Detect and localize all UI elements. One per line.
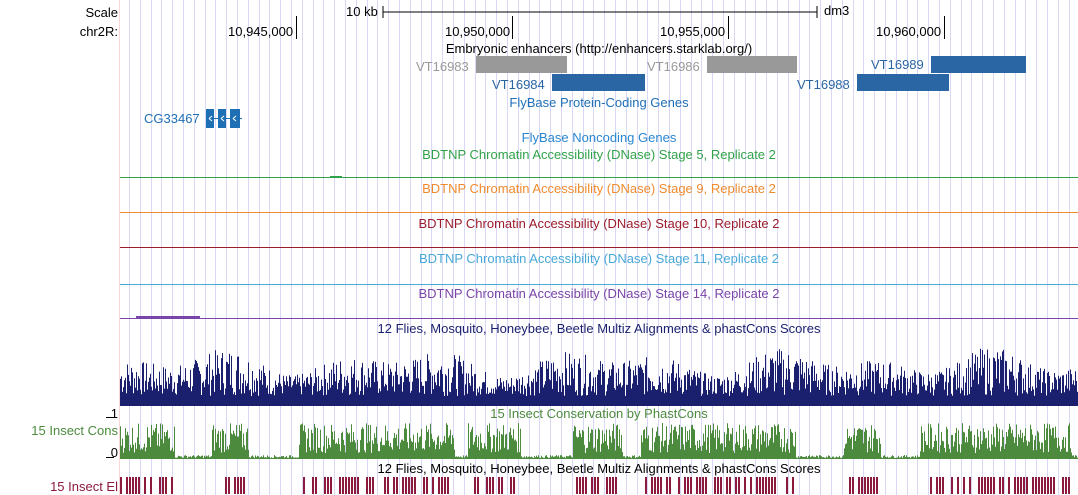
dnase-stage14-title[interactable]: BDTNP Chromatin Accessibility (DNase) St… xyxy=(418,286,780,301)
enhancer-label-vt16983[interactable]: VT16983 xyxy=(416,59,469,74)
gene-model-cg33467[interactable] xyxy=(206,109,242,128)
assembly-label: dm3 xyxy=(824,3,850,18)
dnase-stage10-title[interactable]: BDTNP Chromatin Accessibility (DNase) St… xyxy=(418,216,780,231)
multiz-track-title[interactable]: 12 Flies, Mosquito, Honeybee, Beetle Mul… xyxy=(377,321,821,336)
ruler-tick xyxy=(728,16,729,39)
enhancer-feature-vt16983[interactable] xyxy=(476,56,567,73)
dnase-stage9-title[interactable]: BDTNP Chromatin Accessibility (DNase) St… xyxy=(422,181,776,196)
conserved-elements-track[interactable] xyxy=(120,477,1078,494)
cons15-ymax-label: 1 xyxy=(110,406,118,421)
dnase-stage9-signal[interactable] xyxy=(120,212,1078,213)
ruler-tick xyxy=(512,16,513,39)
cons15-ymax-tick xyxy=(106,417,114,418)
dnase-stage11-title[interactable]: BDTNP Chromatin Accessibility (DNase) St… xyxy=(418,251,780,266)
multiz-conservation-wiggle[interactable] xyxy=(120,338,1078,406)
dnase-stage5-signal[interactable] xyxy=(120,177,1078,178)
cons15-track-title[interactable]: 15 Insect Conservation by PhastCons xyxy=(490,406,708,421)
scale-bar-label: 10 kb xyxy=(346,4,378,19)
enhancer-label-vt16986[interactable]: VT16986 xyxy=(647,59,700,74)
dnase-stage14-peak xyxy=(136,316,200,318)
protein-coding-track-title[interactable]: FlyBase Protein-Coding Genes xyxy=(509,95,689,110)
ruler-position-4: 10,960,000 xyxy=(876,24,942,39)
gene-label-cg33467[interactable]: CG33467 xyxy=(144,111,200,126)
noncoding-track-title[interactable]: FlyBase Noncoding Genes xyxy=(521,130,677,145)
chrom-label: chr2R: xyxy=(79,24,118,39)
enhancer-label-vt16984[interactable]: VT16984 xyxy=(492,77,545,92)
dnase-stage14-signal[interactable] xyxy=(120,318,1078,319)
cons15-wiggle[interactable] xyxy=(120,421,1078,459)
ruler-position-3: 10,955,000 xyxy=(660,24,726,39)
enhancer-feature-vt16989[interactable] xyxy=(931,56,1026,73)
scale-label: Scale xyxy=(85,5,118,20)
dnase-stage5-peak xyxy=(330,176,342,177)
elements-left-label[interactable]: 15 Insect El xyxy=(50,479,118,494)
ruler-position-1: 10,945,000 xyxy=(228,24,294,39)
enhancers-track-title[interactable]: Embryonic enhancers (http://enhancers.st… xyxy=(445,41,753,56)
dnase-stage10-signal[interactable] xyxy=(120,247,1078,248)
enhancer-label-vt16989[interactable]: VT16989 xyxy=(871,57,924,72)
enhancer-feature-vt16986[interactable] xyxy=(707,56,797,73)
label-area-divider xyxy=(119,0,120,495)
cons15-left-label[interactable]: 15 Insect Cons xyxy=(31,423,118,438)
ruler-tick xyxy=(296,16,297,39)
cons15-ymin-label: 0 xyxy=(110,445,118,460)
elements-track-title[interactable]: 12 Flies, Mosquito, Honeybee, Beetle Mul… xyxy=(377,461,821,476)
cons15-ymin-tick xyxy=(106,457,114,458)
dnase-stage5-title[interactable]: BDTNP Chromatin Accessibility (DNase) St… xyxy=(422,147,776,162)
enhancer-label-vt16988[interactable]: VT16988 xyxy=(797,77,850,92)
enhancer-feature-vt16984[interactable] xyxy=(552,74,645,91)
enhancer-feature-vt16988[interactable] xyxy=(857,74,949,91)
dnase-stage11-signal[interactable] xyxy=(120,284,1078,285)
ruler-position-2: 10,950,000 xyxy=(445,24,511,39)
ruler-tick xyxy=(944,16,945,39)
scale-bar xyxy=(382,6,818,18)
